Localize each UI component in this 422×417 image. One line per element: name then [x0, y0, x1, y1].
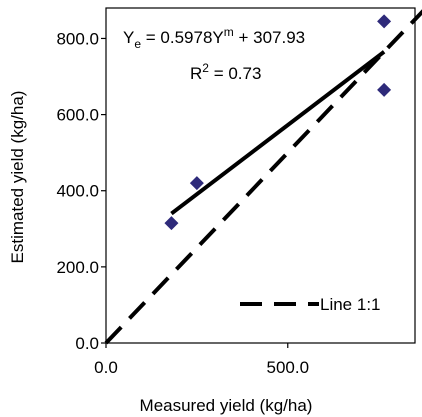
- y-tick-label: 600.0: [56, 106, 99, 125]
- legend: Line 1:1: [240, 295, 381, 314]
- x-axis-title: Measured yield (kg/ha): [140, 396, 313, 415]
- data-points: [164, 14, 392, 231]
- y-tick-label: 800.0: [56, 29, 99, 48]
- axes: [105, 7, 416, 344]
- y-axis-title: Estimated yield (kg/ha): [8, 91, 27, 264]
- y-tick-label: 400.0: [56, 182, 99, 201]
- data-point: [377, 14, 392, 29]
- x-tick-label: 0.0: [94, 358, 118, 377]
- legend-label: Line 1:1: [320, 295, 381, 314]
- plot-frame: [105, 7, 416, 344]
- x-tick-label: 500.0: [266, 358, 309, 377]
- data-point: [164, 216, 179, 231]
- equation-annotation: Ye = 0.5978Ym + 307.93: [123, 25, 305, 51]
- r-squared-annotation: R2 = 0.73: [190, 61, 261, 83]
- ticks: 0.0 200.0 400.0 600.0 800.0 0.0 500.0: [56, 29, 309, 377]
- identity-line: [104, 9, 422, 345]
- data-point: [189, 176, 204, 191]
- trend-lines: [104, 9, 422, 345]
- y-tick-label: 0.0: [75, 334, 99, 353]
- data-point: [377, 82, 392, 97]
- regression-line: [170, 50, 386, 216]
- y-tick-label: 200.0: [56, 258, 99, 277]
